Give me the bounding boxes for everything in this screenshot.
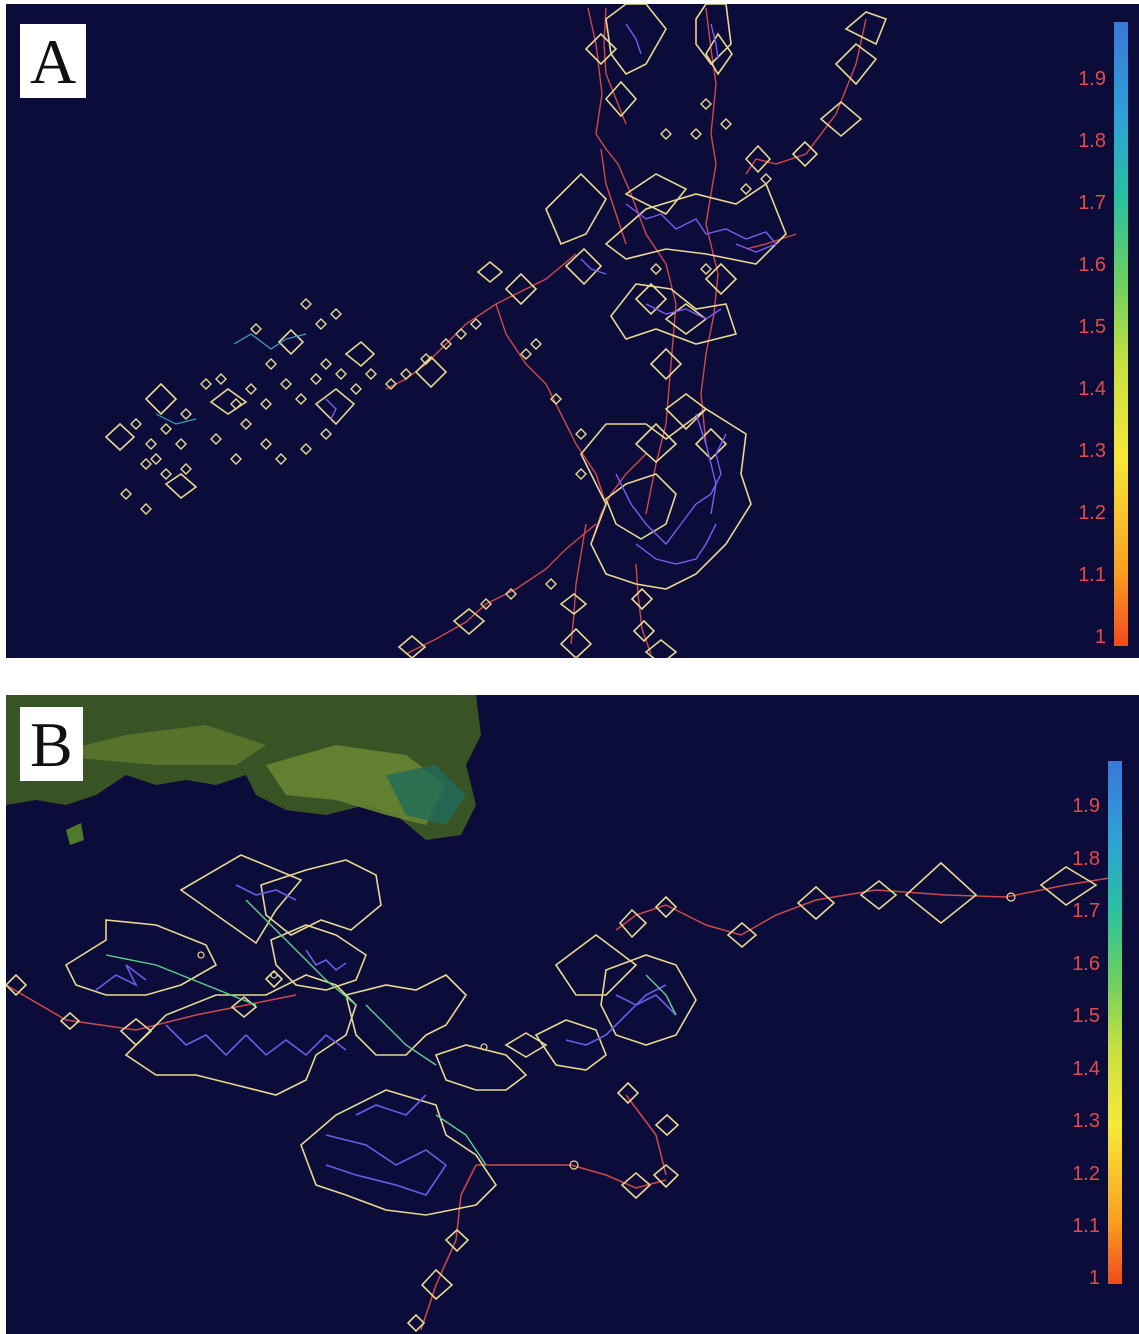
track-marker xyxy=(480,598,492,610)
track-marker xyxy=(365,368,377,380)
track-marker xyxy=(180,463,192,475)
track-marker xyxy=(400,368,412,380)
colorbar-tick: 1.3 xyxy=(1078,440,1106,462)
track-marker xyxy=(140,458,152,470)
track-marker xyxy=(160,468,172,480)
track-marker xyxy=(550,393,562,405)
trajectory-map-b xyxy=(6,695,1117,1333)
track-marker xyxy=(575,428,587,440)
colorbar-tick: 1.5 xyxy=(1072,1005,1100,1027)
track-marker xyxy=(130,418,142,430)
track-marker xyxy=(385,378,397,390)
outlines-a xyxy=(104,4,888,658)
track-marker xyxy=(175,438,187,450)
track-marker xyxy=(180,408,192,420)
track-marker xyxy=(120,488,132,500)
track-marker xyxy=(265,358,277,370)
colorbar-tick: 1 xyxy=(1094,626,1106,648)
colorbar-tick: 1.4 xyxy=(1072,1058,1100,1080)
track-marker xyxy=(200,378,212,390)
colorbar-tick: 1.8 xyxy=(1078,130,1106,152)
panel-a: A 1.9 1.8 1.7 1.6 1.5 1.4 1.3 1.2 1.1 1 xyxy=(6,4,1139,658)
track-marker xyxy=(740,183,752,195)
track-marker xyxy=(275,453,287,465)
small-markers-b xyxy=(197,892,1016,1170)
track-marker xyxy=(530,338,542,350)
track-marker xyxy=(260,398,272,410)
track-marker xyxy=(470,318,482,330)
colorbar-tick: 1.5 xyxy=(1078,316,1106,338)
track-marker xyxy=(150,453,162,465)
colorbar-tick: 1.1 xyxy=(1078,564,1106,586)
colorbar-tick: 1.9 xyxy=(1072,795,1100,817)
track-marker xyxy=(440,338,452,350)
track-marker xyxy=(320,428,332,440)
track-marker xyxy=(310,373,322,385)
trajectory-map-a xyxy=(104,4,888,658)
track-marker xyxy=(300,298,312,310)
panel-label-a: A xyxy=(20,24,87,98)
teal-tracks-a xyxy=(155,333,307,425)
colorbar-tick: 1.4 xyxy=(1078,378,1106,400)
track-marker xyxy=(145,438,157,450)
track-marker xyxy=(700,98,712,110)
track-marker xyxy=(690,128,702,140)
track-marker xyxy=(260,438,272,450)
colorbar-tick: 1.7 xyxy=(1072,900,1100,922)
track-marker xyxy=(335,368,347,380)
fine-tracks-a xyxy=(325,23,778,565)
track-marker xyxy=(215,373,227,385)
track-marker xyxy=(650,263,662,275)
colorbar-tick: 1.6 xyxy=(1078,254,1106,276)
colorbar-tick: 1.1 xyxy=(1072,1215,1100,1237)
panel-label-b: B xyxy=(20,707,83,781)
small-markers-a xyxy=(120,98,772,610)
track-marker xyxy=(660,128,672,140)
track-marker xyxy=(280,378,292,390)
track-marker xyxy=(300,443,312,455)
colorbar-b xyxy=(1108,761,1122,1284)
track-marker xyxy=(160,423,172,435)
colorbar-tick: 1.7 xyxy=(1078,192,1106,214)
track-marker xyxy=(575,468,587,480)
long-tracks-a xyxy=(385,7,867,655)
colorbar-a xyxy=(1114,22,1128,646)
long-tracks-b xyxy=(6,876,1117,1331)
track-marker xyxy=(320,358,332,370)
colorbar-tick: 1.8 xyxy=(1072,848,1100,870)
track-marker xyxy=(295,393,307,405)
track-marker xyxy=(700,263,712,275)
track-marker xyxy=(245,383,257,395)
track-marker xyxy=(230,398,242,410)
colorbar-tick: 1.3 xyxy=(1072,1110,1100,1132)
track-marker xyxy=(420,353,432,365)
track-marker xyxy=(720,118,732,130)
track-marker xyxy=(140,503,152,515)
track-marker xyxy=(545,578,557,590)
colorbar-tick: 1.9 xyxy=(1078,68,1106,90)
colorbar-tick: 1.2 xyxy=(1078,502,1106,524)
track-marker xyxy=(240,418,252,430)
track-marker xyxy=(760,173,772,185)
panel-b: B 1.9 1.8 1.7 1.6 1.5 1.4 1.3 1.2 1.1 1 xyxy=(6,695,1139,1334)
track-marker xyxy=(520,348,532,360)
outlines-b xyxy=(6,854,1098,1333)
colorbar-tick: 1 xyxy=(1088,1267,1100,1289)
teal-tracks-b xyxy=(105,899,677,1166)
track-marker xyxy=(250,323,262,335)
track-marker xyxy=(455,328,467,340)
track-marker xyxy=(505,588,517,600)
colorbar-tick: 1.2 xyxy=(1072,1163,1100,1185)
land-area xyxy=(6,695,481,845)
track-marker xyxy=(330,308,342,320)
track-marker xyxy=(350,383,362,395)
colorbar-tick: 1.6 xyxy=(1072,953,1100,975)
fine-tracks-b xyxy=(95,884,677,1196)
track-marker xyxy=(315,318,327,330)
track-marker xyxy=(230,453,242,465)
track-marker xyxy=(210,433,222,445)
